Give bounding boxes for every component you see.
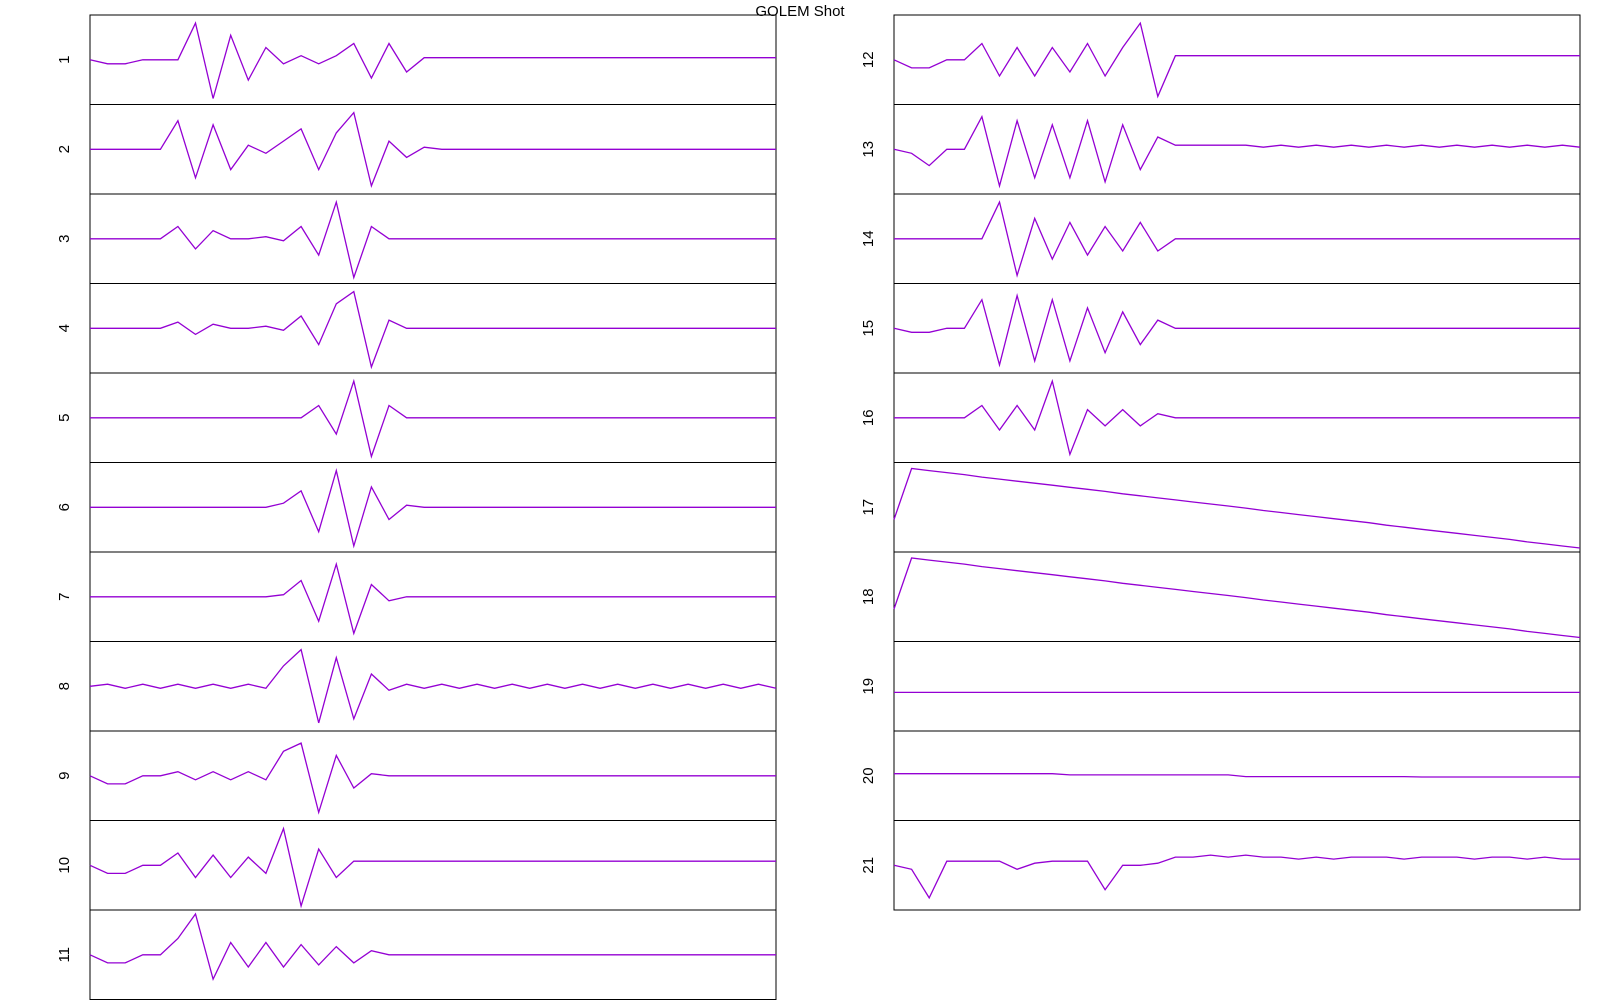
panel-label: 3 xyxy=(56,235,73,243)
panel-frame xyxy=(893,820,1581,911)
panel-frame xyxy=(89,820,777,911)
panel-label: 5 xyxy=(56,414,73,422)
trace xyxy=(90,468,776,549)
panel-label: 15 xyxy=(860,320,877,337)
panel-label: 21 xyxy=(860,857,877,874)
trace xyxy=(89,826,776,909)
panel-label: 13 xyxy=(860,141,877,158)
panel-label: 9 xyxy=(56,772,73,780)
panel-label: 16 xyxy=(860,409,877,426)
panel-frame xyxy=(893,641,1581,732)
panel-label: 11 xyxy=(56,947,73,963)
panel-label: 4 xyxy=(56,324,73,332)
chart-title: GOLEM Shot xyxy=(755,3,845,20)
trace xyxy=(90,561,776,636)
panel-label: 14 xyxy=(860,230,877,247)
trace xyxy=(89,742,776,815)
panel-label: 2 xyxy=(56,145,73,153)
trace xyxy=(893,467,1581,549)
panel-label: 20 xyxy=(860,767,877,784)
trace xyxy=(893,293,1580,368)
trace xyxy=(894,378,1580,457)
trace xyxy=(90,111,776,189)
trace xyxy=(89,21,776,99)
panel-label: 10 xyxy=(56,857,73,874)
trace xyxy=(893,21,1580,99)
panel-label: 19 xyxy=(860,678,877,695)
trace xyxy=(90,290,776,370)
trace xyxy=(894,200,1580,278)
panel-label: 6 xyxy=(56,503,73,511)
trace xyxy=(89,648,777,724)
trace xyxy=(90,199,776,280)
trace xyxy=(89,912,776,982)
panel-frame xyxy=(893,104,1581,195)
trace xyxy=(893,114,1581,189)
panel-frame xyxy=(893,14,1581,105)
panel-label: 12 xyxy=(860,51,877,68)
panel-label: 18 xyxy=(860,588,877,605)
panel-label: 17 xyxy=(860,499,877,516)
trace xyxy=(894,773,1580,778)
trace xyxy=(893,854,1580,900)
trace xyxy=(893,557,1581,639)
trace xyxy=(90,378,776,459)
panel-label: 7 xyxy=(56,593,73,601)
panel-label: 8 xyxy=(56,682,73,690)
panel-label: 1 xyxy=(56,56,73,64)
